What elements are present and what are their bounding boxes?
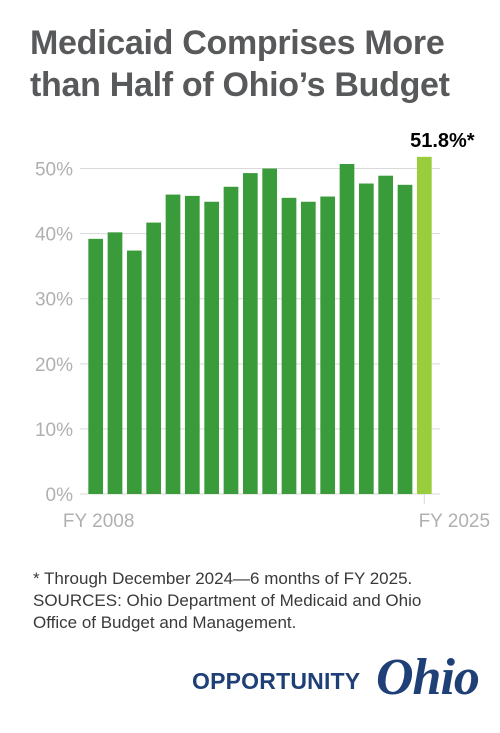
bar [126, 250, 142, 494]
bar [358, 183, 374, 494]
footnote-line-2: SOURCES: Ohio Department of Medicaid and… [33, 591, 422, 610]
bar [107, 232, 123, 495]
y-tick-label: 50% [35, 160, 73, 181]
bar [88, 238, 104, 494]
logo-wordmark: OPPORTUNITY [192, 668, 361, 694]
bar [339, 163, 355, 495]
bar [223, 186, 239, 494]
opportunity-ohio-logo: OPPORTUNITY Ohio [192, 649, 482, 710]
bar [300, 201, 316, 494]
footnote-line-3: Office of Budget and Management. [33, 613, 297, 632]
footnote: * Through December 2024—6 months of FY 2… [33, 568, 483, 634]
bar-highlight [416, 156, 432, 494]
y-tick-label: 10% [35, 420, 73, 441]
bar [262, 168, 278, 494]
data-label: 51.8%* [410, 130, 475, 152]
x-tick-label: FY 2025 [419, 511, 490, 532]
logo-script: Ohio [376, 649, 480, 706]
footnote-line-1: * Through December 2024—6 months of FY 2… [33, 569, 413, 588]
y-tick-label: 30% [35, 290, 73, 311]
title-line-1: Medicaid Comprises More [30, 24, 445, 62]
bar [242, 173, 258, 495]
bar [204, 201, 220, 494]
bar [378, 175, 394, 495]
title-line-2: than Half of Ohio’s Budget [30, 66, 450, 104]
bar [397, 184, 413, 494]
bar [165, 194, 181, 494]
chart-title: Medicaid Comprises More than Half of Ohi… [30, 22, 480, 106]
bar [281, 197, 297, 494]
x-tick-label: FY 2008 [63, 511, 134, 532]
bar [146, 222, 162, 494]
y-tick-label: 0% [46, 485, 74, 506]
bar [320, 196, 336, 494]
y-tick-label: 20% [35, 355, 73, 376]
bar-chart: 0% 10% 20% 30% 40% 50% 51.8%* FY 2008 FY 2025 [35, 130, 490, 532]
y-tick-label: 40% [35, 225, 73, 246]
bar [184, 195, 200, 494]
